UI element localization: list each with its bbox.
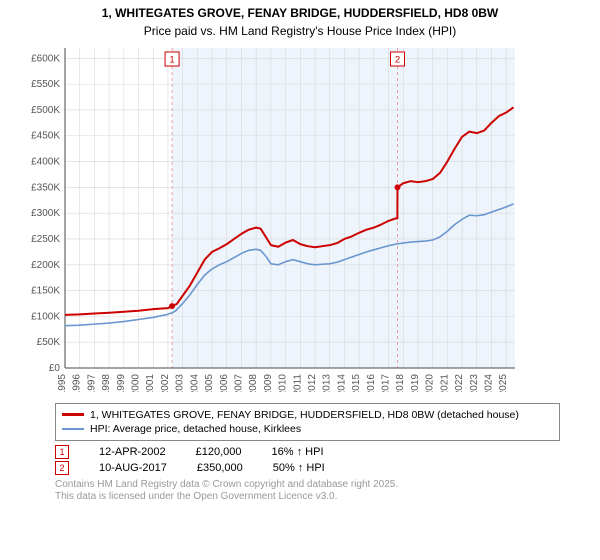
transaction-date: 12-APR-2002 [99, 446, 166, 458]
svg-text:2003: 2003 [175, 373, 186, 391]
svg-text:£350K: £350K [31, 182, 60, 193]
chart-title-line1: 1, WHITEGATES GROVE, FENAY BRIDGE, HUDDE… [0, 0, 600, 24]
legend-swatch [62, 413, 84, 416]
svg-text:2000: 2000 [131, 373, 142, 391]
svg-text:2008: 2008 [248, 373, 259, 391]
svg-text:2001: 2001 [145, 373, 156, 391]
svg-text:£600K: £600K [31, 53, 60, 64]
svg-text:2007: 2007 [233, 373, 244, 391]
svg-text:2015: 2015 [351, 373, 362, 391]
svg-text:2: 2 [395, 54, 400, 65]
attribution-line: This data is licensed under the Open Gov… [55, 491, 560, 504]
svg-text:£250K: £250K [31, 234, 60, 245]
svg-text:£500K: £500K [31, 105, 60, 116]
svg-text:2016: 2016 [366, 373, 377, 391]
line-chart-svg: £0 £50K £100K £150K £200K £250K £300K £350K £400… [10, 42, 530, 392]
legend-label: 1, WHITEGATES GROVE, FENAY BRIDGE, HUDDE… [90, 409, 519, 421]
svg-text:2010: 2010 [278, 373, 289, 391]
svg-text:£200K: £200K [31, 259, 60, 270]
svg-text:2009: 2009 [263, 373, 274, 391]
transaction-delta: 16% ↑ HPI [272, 446, 324, 458]
transaction-date: 10-AUG-2017 [99, 462, 167, 474]
svg-text:1996: 1996 [72, 373, 83, 391]
svg-text:2021: 2021 [439, 373, 450, 391]
svg-text:£50K: £50K [37, 337, 61, 348]
legend-item: 1, WHITEGATES GROVE, FENAY BRIDGE, HUDDE… [62, 408, 553, 422]
transaction-delta: 50% ↑ HPI [273, 462, 325, 474]
svg-text:2006: 2006 [219, 373, 230, 391]
legend-swatch [62, 428, 84, 430]
chart-area: £0 £50K £100K £150K £200K £250K £300K £350K £400… [10, 42, 590, 397]
svg-text:2012: 2012 [307, 373, 318, 391]
svg-text:2024: 2024 [483, 373, 494, 391]
svg-text:2004: 2004 [189, 373, 200, 391]
svg-text:2025: 2025 [498, 373, 509, 391]
transaction-price: £350,000 [197, 462, 243, 474]
transaction-marker-icon: 1 [55, 445, 69, 459]
transaction-row: 2 10-AUG-2017 £350,000 50% ↑ HPI [55, 461, 560, 475]
svg-text:2013: 2013 [322, 373, 333, 391]
svg-text:£100K: £100K [31, 311, 60, 322]
legend-label: HPI: Average price, detached house, Kirk… [90, 423, 301, 435]
svg-text:2020: 2020 [425, 373, 436, 391]
svg-text:1999: 1999 [116, 373, 127, 391]
svg-text:2002: 2002 [160, 373, 171, 391]
svg-text:2018: 2018 [395, 373, 406, 391]
svg-text:£150K: £150K [31, 285, 60, 296]
svg-text:2017: 2017 [381, 373, 392, 391]
svg-text:£550K: £550K [31, 79, 60, 90]
svg-text:2019: 2019 [410, 373, 421, 391]
chart-title-line2: Price paid vs. HM Land Registry's House … [0, 24, 600, 42]
svg-text:2005: 2005 [204, 373, 215, 391]
svg-text:1997: 1997 [86, 373, 97, 391]
svg-text:1: 1 [169, 54, 174, 65]
transaction-price: £120,000 [196, 446, 242, 458]
transaction-row: 1 12-APR-2002 £120,000 16% ↑ HPI [55, 445, 560, 459]
svg-text:£400K: £400K [31, 156, 60, 167]
legend: 1, WHITEGATES GROVE, FENAY BRIDGE, HUDDE… [55, 403, 560, 441]
svg-text:£300K: £300K [31, 208, 60, 219]
attribution: Contains HM Land Registry data © Crown c… [55, 479, 560, 504]
svg-text:£450K: £450K [31, 130, 60, 141]
chart-container: 1, WHITEGATES GROVE, FENAY BRIDGE, HUDDE… [0, 0, 600, 560]
attribution-line: Contains HM Land Registry data © Crown c… [55, 479, 560, 492]
legend-item: HPI: Average price, detached house, Kirk… [62, 422, 553, 436]
svg-text:2022: 2022 [454, 373, 465, 391]
svg-text:1998: 1998 [101, 373, 112, 391]
svg-text:2014: 2014 [336, 373, 347, 391]
svg-text:£0: £0 [49, 363, 61, 374]
svg-text:2011: 2011 [292, 373, 303, 391]
svg-text:2023: 2023 [469, 373, 480, 391]
svg-text:1995: 1995 [57, 373, 68, 391]
transaction-marker-icon: 2 [55, 461, 69, 475]
